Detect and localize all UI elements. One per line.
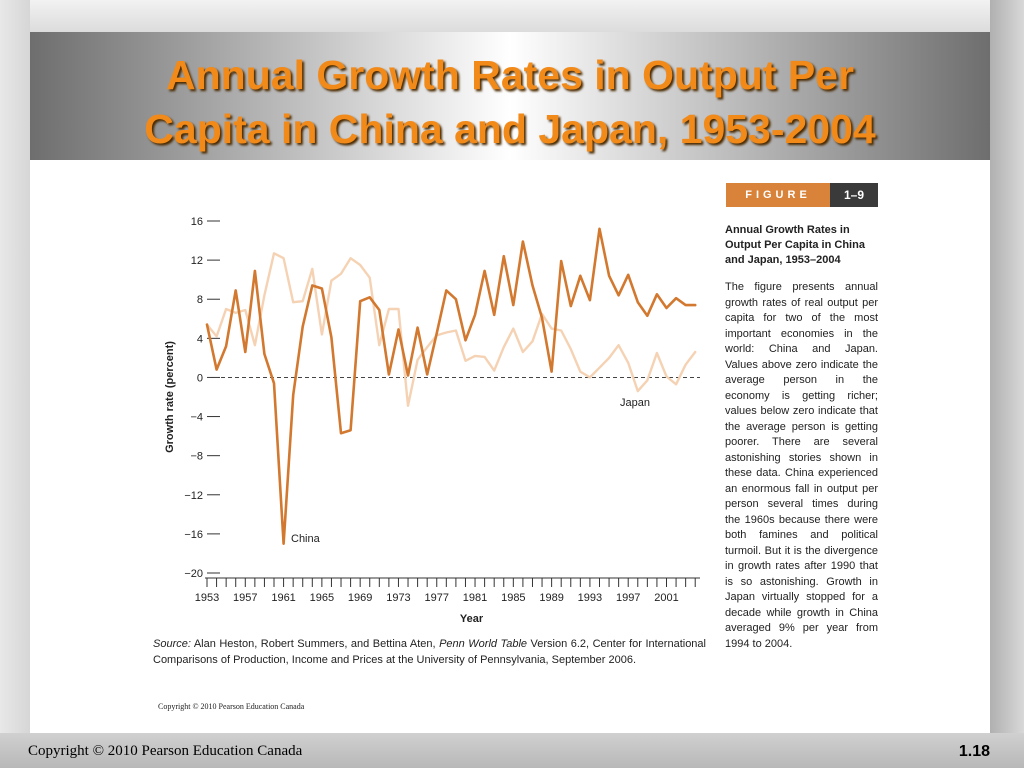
y-tick-label: 16 xyxy=(191,216,203,228)
x-tick-label: 1977 xyxy=(425,592,449,604)
figure-source: Source: Alan Heston, Robert Summers, and… xyxy=(153,636,706,668)
figure-badge-number: 1–9 xyxy=(843,188,865,202)
x-tick-label: 1961 xyxy=(271,592,295,604)
x-tick-label: 1997 xyxy=(616,592,640,604)
x-tick-label: 2001 xyxy=(654,592,678,604)
footer-copyright: Copyright © 2010 Pearson Education Canad… xyxy=(28,743,303,759)
figure-badge: FIGURE 1–9 xyxy=(726,183,878,207)
series-line-china xyxy=(205,227,697,546)
y-tick-label: −16 xyxy=(184,529,203,541)
y-tick-label: 0 xyxy=(197,372,203,384)
slide-frame-top xyxy=(0,0,1024,32)
slide-frame-right xyxy=(990,0,1024,768)
x-tick-label: 1969 xyxy=(348,592,372,604)
figure-badge-word: FIGURE xyxy=(726,183,830,207)
slide-frame-left xyxy=(0,0,30,768)
x-tick-label: 1953 xyxy=(195,592,219,604)
growth-rate-chart: 16 12 8 4 0 −4 −8 −12 −16 −20 Growth rate (percent… xyxy=(164,216,700,625)
title-band xyxy=(30,32,990,160)
chart-axes xyxy=(205,220,700,587)
y-tick-label: 12 xyxy=(191,255,203,267)
y-tick-label: −20 xyxy=(184,568,203,580)
y-tick-label: −4 xyxy=(190,412,203,424)
series-line-japan xyxy=(205,252,697,407)
figure-caption-body: The figure presents annual growth rates … xyxy=(725,281,878,650)
source-italic-title: Penn World Table xyxy=(439,638,528,650)
chart-labels: 16 12 8 4 0 −4 −8 −12 −16 −20 Growth rate (percent… xyxy=(164,216,679,625)
y-axis-title: Growth rate (percent) xyxy=(164,341,176,453)
figure-copyright: Copyright © 2010 Pearson Education Canad… xyxy=(158,702,305,711)
y-tick-label: 8 xyxy=(197,294,203,306)
x-tick-label: 1993 xyxy=(578,592,602,604)
source-text-1: Alan Heston, Robert Summers, and Bettina… xyxy=(190,638,440,650)
source-text-2: Version 6.2, Center for International Co… xyxy=(153,638,706,666)
slide-title: Annual Growth Rates in Output Per Capita… xyxy=(30,48,990,156)
x-tick-label: 1985 xyxy=(501,592,525,604)
y-tick-label: −12 xyxy=(184,490,203,502)
x-tick-label: 1981 xyxy=(463,592,487,604)
x-tick-label: 1957 xyxy=(233,592,257,604)
figure-caption-title: Annual Growth Rates in Output Per Capita… xyxy=(725,224,865,266)
x-tick-label: 1965 xyxy=(310,592,334,604)
x-tick-label: 1989 xyxy=(539,592,563,604)
slide-title-line-1: Annual Growth Rates in Output Per xyxy=(166,52,854,98)
chart-series xyxy=(205,227,697,546)
figure-panel xyxy=(146,180,884,715)
footer-band xyxy=(0,733,1024,768)
y-tick-label: 4 xyxy=(197,333,203,345)
source-label: Source: xyxy=(153,638,191,650)
y-tick-label: −8 xyxy=(190,451,203,463)
slide-title-line-2: Capita in China and Japan, 1953-2004 xyxy=(144,106,876,152)
annotation-japan: Japan xyxy=(620,397,650,409)
x-tick-label: 1973 xyxy=(386,592,410,604)
annotation-china: China xyxy=(291,533,321,545)
x-axis-title: Year xyxy=(460,613,484,625)
slide-number: 1.18 xyxy=(958,743,990,760)
